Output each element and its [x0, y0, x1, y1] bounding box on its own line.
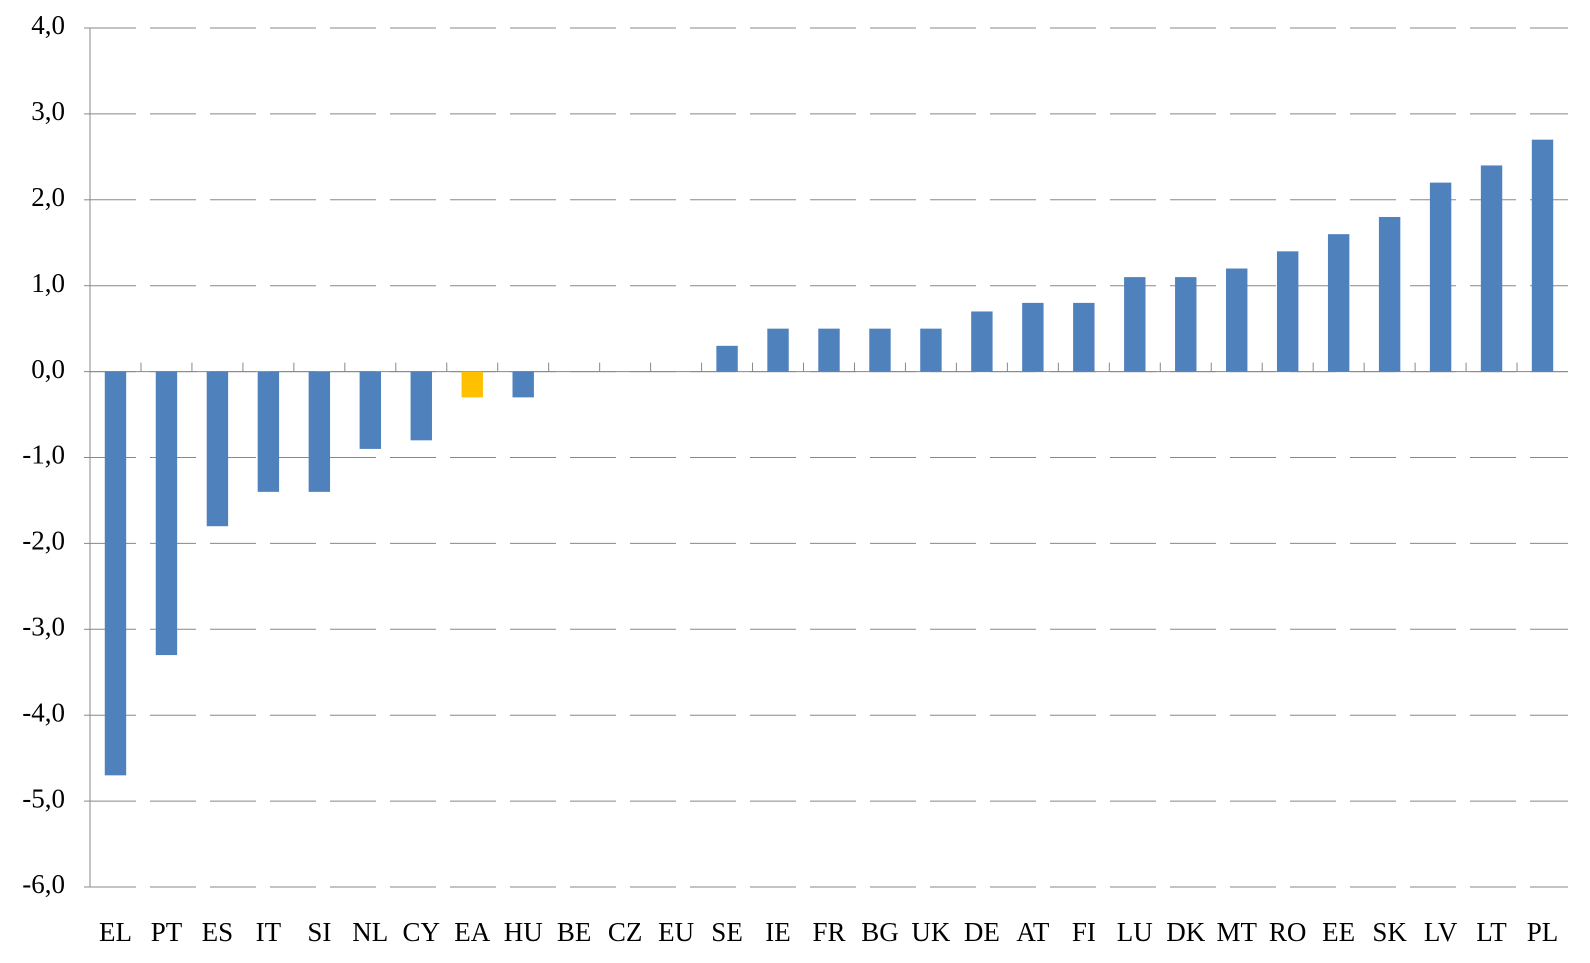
x-tick-label: SK [1372, 917, 1407, 947]
x-tick-label: FI [1072, 917, 1096, 947]
bar [1226, 268, 1248, 372]
x-tick-label: PL [1527, 917, 1559, 947]
bar [1480, 165, 1503, 372]
y-tick-label: -4,0 [22, 697, 65, 727]
y-tick-label: 2,0 [31, 182, 65, 212]
bar [1531, 139, 1554, 372]
y-tick-label: 4,0 [31, 10, 65, 40]
x-tick-label: RO [1269, 917, 1307, 947]
x-tick-label: EU [658, 917, 694, 947]
bar [920, 328, 942, 372]
x-tick-label: DE [964, 917, 1000, 947]
bar [1327, 234, 1350, 372]
x-tick-label: SI [307, 917, 331, 947]
x-tick-label: IT [256, 917, 282, 947]
y-tick-label: -2,0 [22, 526, 65, 556]
bar [716, 345, 738, 372]
bar [1378, 216, 1401, 372]
bar [104, 371, 127, 776]
y-tick-label: -5,0 [22, 783, 65, 813]
y-tick-label: 1,0 [31, 268, 65, 298]
x-tick-label: IE [765, 917, 790, 947]
x-tick-label: AT [1016, 917, 1050, 947]
x-tick-label: BE [557, 917, 592, 947]
bar [869, 328, 891, 372]
bar [1175, 277, 1197, 372]
y-tick-label: -1,0 [22, 440, 65, 470]
x-tick-label: DK [1166, 917, 1205, 947]
x-tick-label: SE [711, 917, 743, 947]
bar [971, 311, 993, 372]
y-tick-label: 0,0 [31, 354, 65, 384]
bar [1276, 251, 1299, 372]
x-tick-label: BG [861, 917, 899, 947]
y-tick-label: -6,0 [22, 869, 65, 899]
x-tick-label: NL [352, 917, 388, 947]
x-tick-label: HU [504, 917, 543, 947]
x-tick-label: ES [202, 917, 234, 947]
x-tick-label: UK [911, 917, 950, 947]
x-tick-label: PT [151, 917, 183, 947]
bar [1124, 277, 1146, 372]
x-tick-label: LV [1424, 917, 1458, 947]
y-tick-label: -3,0 [22, 612, 65, 642]
bar [410, 371, 432, 441]
bar [308, 371, 331, 492]
x-tick-label: LT [1476, 917, 1507, 947]
x-tick-label: CY [403, 917, 441, 947]
x-tick-label: EA [454, 917, 490, 947]
x-tick-label: EE [1322, 917, 1355, 947]
x-tick-label: MT [1216, 917, 1257, 947]
x-tick-label: EL [99, 917, 132, 947]
bar [359, 371, 382, 449]
bar [512, 371, 534, 398]
x-tick-label: CZ [608, 917, 643, 947]
bar [461, 371, 483, 398]
x-tick-label: LU [1117, 917, 1153, 947]
bar [1429, 182, 1452, 372]
bar [206, 371, 229, 527]
bar [155, 371, 178, 656]
bar [257, 371, 280, 492]
bar [1022, 302, 1044, 372]
bar [767, 328, 789, 372]
y-tick-label: 3,0 [31, 96, 65, 126]
bar [1073, 302, 1095, 372]
x-tick-label: FR [812, 917, 845, 947]
bar [818, 328, 840, 372]
